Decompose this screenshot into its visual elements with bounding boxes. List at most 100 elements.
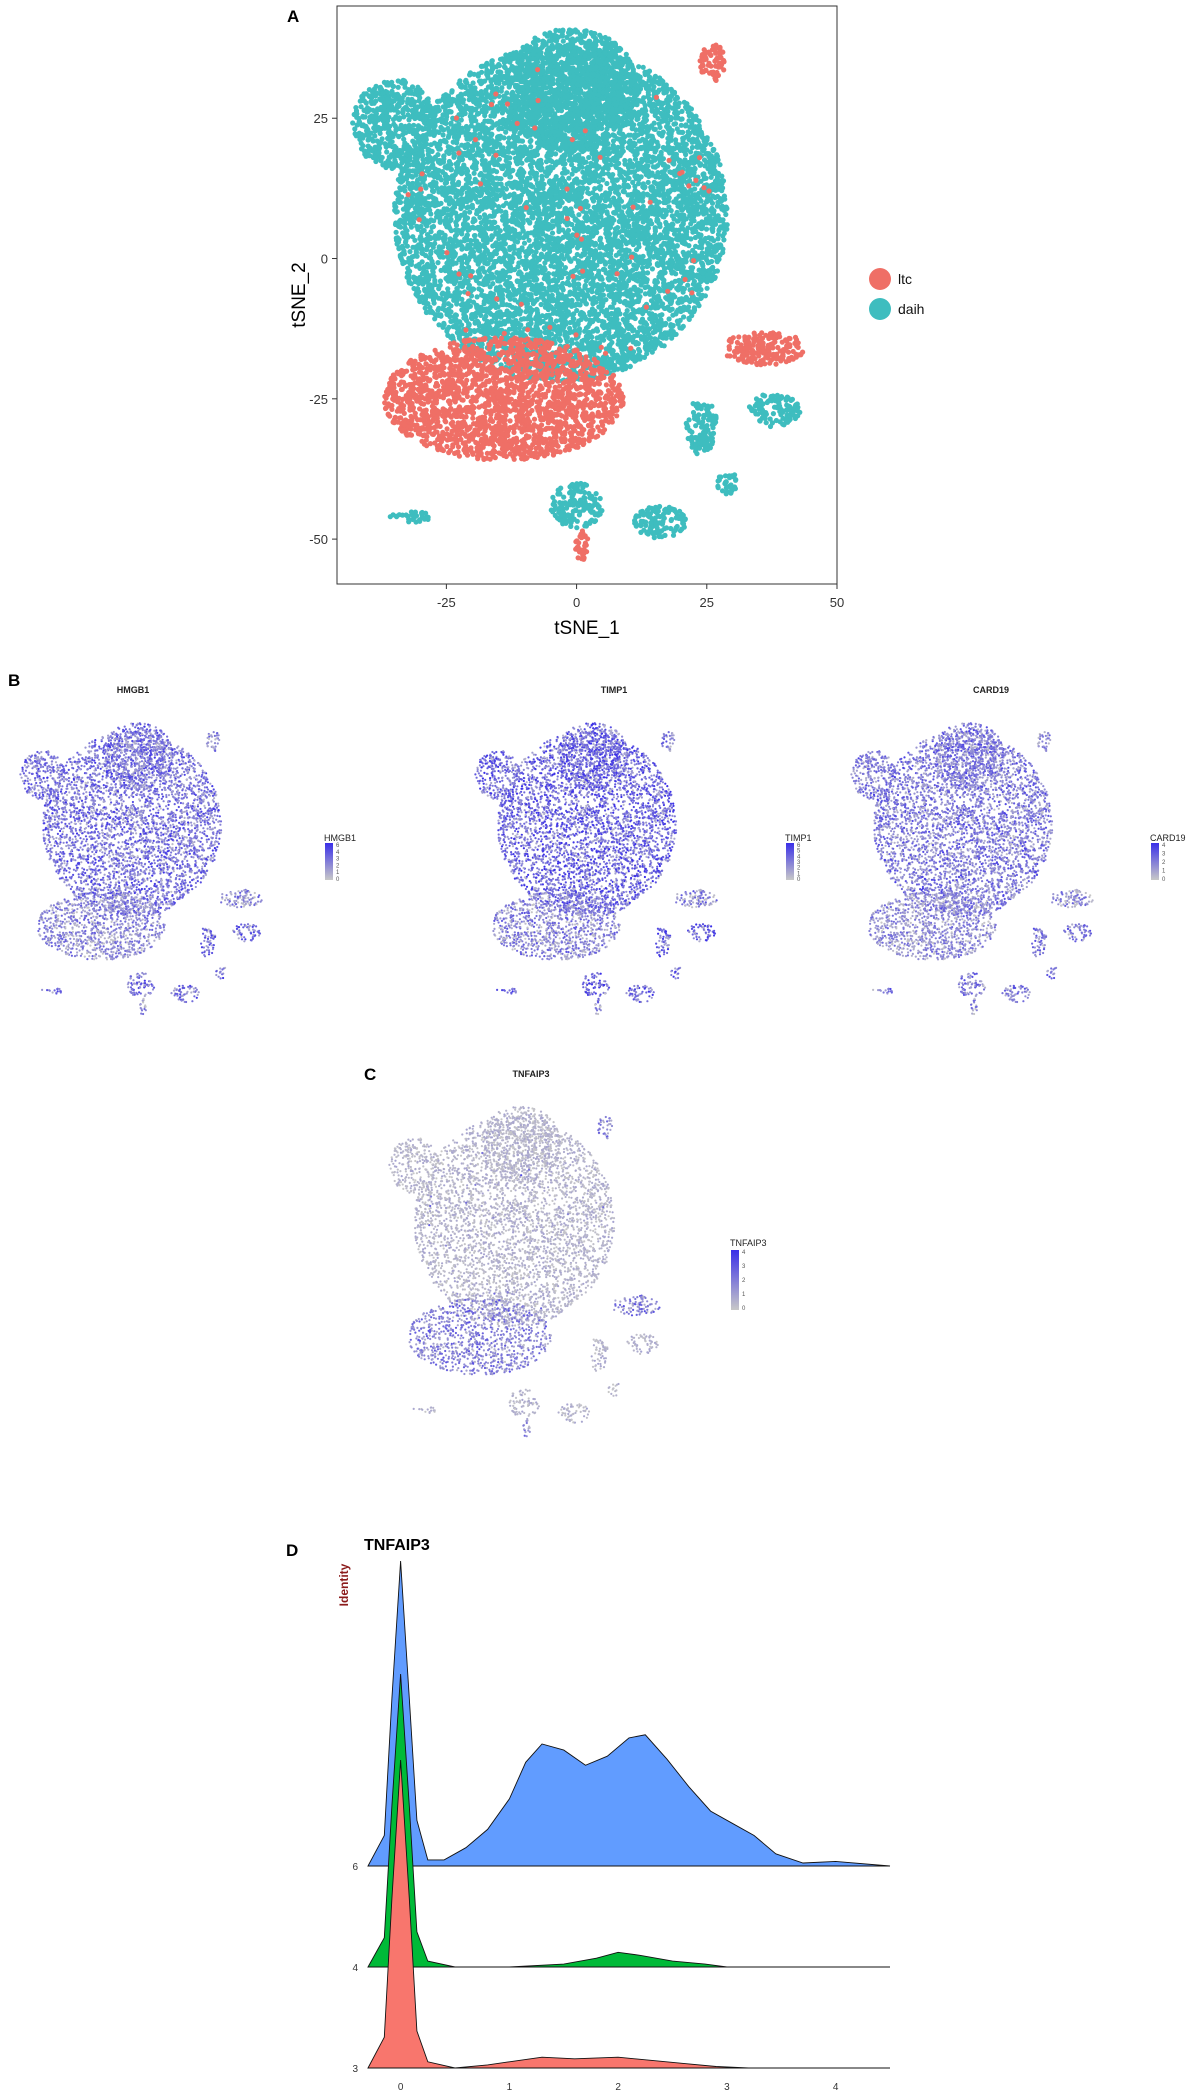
- data-point-daih: [704, 285, 710, 291]
- data-point-daih: [585, 190, 591, 196]
- data-point-daih: [401, 248, 407, 254]
- data-point-daih: [651, 120, 657, 126]
- data-point-daih: [428, 229, 434, 235]
- data-point-daih: [649, 234, 655, 240]
- data-point-daih: [632, 156, 639, 162]
- data-point-daih: [464, 152, 470, 158]
- data-point-daih: [699, 250, 705, 256]
- data-point-daih: [521, 240, 528, 246]
- data-point-daih: [441, 138, 447, 144]
- data-point-daih: [663, 330, 669, 336]
- data-point-daih: [618, 286, 624, 292]
- data-point-daih: [481, 298, 487, 304]
- data-point-daih: [597, 186, 603, 192]
- data-point-daih: [478, 170, 484, 177]
- data-point-daih: [616, 160, 622, 166]
- data-point-daih: [535, 244, 542, 251]
- data-point-daih: [481, 269, 488, 275]
- data-point-daih: [546, 234, 553, 240]
- data-point-daih: [672, 96, 679, 102]
- data-point-daih: [495, 224, 501, 230]
- data-point-daih: [417, 296, 423, 303]
- data-point-daih: [681, 314, 687, 320]
- data-point-daih: [633, 247, 640, 253]
- data-point-daih: [479, 80, 485, 86]
- data-point-daih: [642, 291, 649, 297]
- panel-letter-a: A: [287, 7, 299, 26]
- data-point-daih: [483, 224, 489, 230]
- data-point-daih: [681, 306, 687, 312]
- data-point-daih: [496, 156, 502, 162]
- data-point-daih: [608, 311, 614, 317]
- data-point-daih: [495, 181, 501, 187]
- data-point-daih: [632, 141, 638, 147]
- data-point-daih: [673, 140, 679, 146]
- data-point-daih: [642, 320, 649, 326]
- data-point-daih: [419, 259, 425, 265]
- data-point-daih: [617, 153, 623, 159]
- data-point-daih: [503, 129, 509, 135]
- data-point-daih: [572, 286, 578, 293]
- data-point-daih: [412, 237, 418, 243]
- data-point-daih: [717, 196, 723, 202]
- data-point-daih: [472, 217, 478, 224]
- data-point-daih: [461, 110, 467, 116]
- data-point-daih: [611, 148, 617, 154]
- data-point-daih: [528, 144, 534, 150]
- data-point-daih: [537, 333, 543, 339]
- data-point-daih: [626, 139, 632, 146]
- data-point-daih: [645, 284, 651, 290]
- data-point-daih: [656, 121, 662, 127]
- data-point-daih: [600, 281, 607, 287]
- data-point-daih: [636, 64, 642, 70]
- data-point-daih: [477, 134, 483, 140]
- data-point-daih: [483, 127, 489, 133]
- data-point-daih: [468, 93, 474, 99]
- data-point-daih: [415, 224, 422, 230]
- data-point-daih: [586, 154, 592, 161]
- data-point-daih: [450, 179, 456, 186]
- data-point-daih: [568, 338, 574, 344]
- data-point-daih: [464, 104, 470, 110]
- data-point-daih: [607, 251, 614, 257]
- data-point-daih: [402, 239, 409, 245]
- data-point-daih: [464, 205, 470, 211]
- data-point-daih: [396, 199, 402, 205]
- data-point-daih: [722, 196, 728, 202]
- data-point-daih: [587, 208, 593, 214]
- data-point-daih: [574, 251, 580, 258]
- data-point-daih: [535, 328, 542, 334]
- data-point-daih: [668, 117, 674, 123]
- data-point-daih: [442, 164, 448, 170]
- data-point-daih: [459, 231, 465, 237]
- data-point-daih: [700, 254, 706, 260]
- data-point-daih: [393, 229, 399, 235]
- data-point-daih: [601, 309, 607, 315]
- data-point-daih: [645, 270, 651, 276]
- data-point-daih: [630, 336, 636, 342]
- data-point-daih: [393, 204, 399, 210]
- data-point-daih: [640, 64, 646, 70]
- data-point-daih: [599, 287, 606, 293]
- data-point-daih: [516, 249, 522, 255]
- data-point-daih: [583, 227, 589, 233]
- data-point-daih: [426, 309, 432, 315]
- data-point-daih: [458, 170, 464, 176]
- data-point-daih: [650, 241, 657, 247]
- data-point-daih: [515, 138, 522, 144]
- data-point-daih: [556, 224, 562, 230]
- tsne-points: [350, 27, 806, 562]
- data-point-daih: [441, 322, 447, 328]
- data-point-daih: [503, 186, 509, 192]
- data-point-daih: [679, 108, 685, 114]
- data-point-daih: [568, 206, 574, 212]
- data-point-daih: [637, 138, 643, 144]
- data-point-daih: [641, 185, 647, 191]
- data-point-daih: [523, 309, 529, 315]
- data-point-daih: [626, 184, 632, 190]
- data-point-daih: [605, 171, 611, 177]
- data-point-daih: [432, 281, 438, 288]
- data-point-daih: [461, 162, 467, 168]
- data-point-daih: [508, 217, 514, 223]
- data-point-daih: [626, 132, 632, 138]
